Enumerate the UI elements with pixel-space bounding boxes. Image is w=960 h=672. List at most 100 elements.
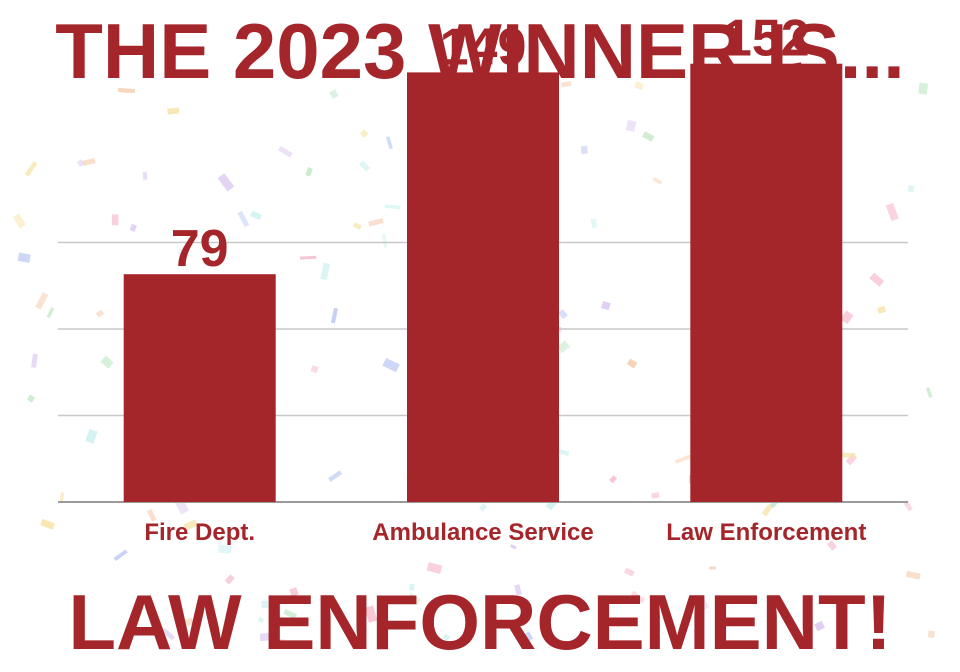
confetti-piece	[626, 358, 638, 369]
confetti-piece	[330, 307, 339, 324]
x-tick-label: Fire Dept.	[144, 519, 255, 546]
confetti-piece	[382, 357, 400, 373]
confetti-piece	[35, 292, 49, 310]
confetti-piece	[925, 387, 933, 399]
confetti-piece	[305, 167, 313, 177]
confetti-piece	[368, 218, 384, 227]
confetti-piece	[761, 504, 773, 517]
confetti-piece	[299, 255, 317, 260]
confetti-piece	[630, 590, 646, 604]
confetti-piece	[224, 574, 235, 585]
confetti-piece	[509, 544, 517, 550]
confetti-piece	[40, 518, 55, 530]
confetti-piece	[310, 365, 319, 374]
confetti-piece	[352, 222, 362, 230]
confetti-piece	[386, 136, 393, 150]
x-tick-label: Law Enforcement	[666, 519, 866, 546]
confetti-piece	[561, 81, 572, 88]
confetti-piece	[278, 145, 293, 158]
confetti-piece	[289, 587, 299, 597]
confetti-piece	[918, 82, 928, 95]
confetti-piece	[328, 470, 343, 482]
confetti-piece	[257, 616, 265, 624]
confetti-piece	[907, 185, 915, 193]
confetti-piece	[142, 171, 148, 180]
bar-fire-dept	[123, 274, 276, 502]
confetti-piece	[59, 492, 65, 502]
confetti-piece	[652, 177, 663, 185]
confetti-piece	[382, 233, 388, 248]
confetti-piece	[320, 262, 331, 281]
x-tick-label: Ambulance Service	[372, 519, 593, 546]
confetti-piece	[329, 89, 339, 99]
confetti-piece	[46, 307, 55, 319]
confetti-piece	[17, 252, 31, 264]
confetti-piece	[514, 584, 522, 596]
confetti-piece	[146, 508, 157, 522]
confetti-piece	[217, 544, 232, 554]
confetti-piece	[609, 475, 618, 484]
confetti-piece	[840, 310, 854, 325]
confetti-piece	[478, 503, 488, 512]
confetti-piece	[826, 540, 838, 551]
confetti-piece	[557, 309, 568, 320]
confetti-piece	[869, 272, 885, 287]
confetti-piece	[642, 131, 655, 142]
confetti-piece	[111, 214, 119, 226]
confetti-piece	[838, 452, 856, 458]
confetti-piece	[384, 204, 401, 210]
confetti-piece	[250, 210, 262, 221]
confetti-piece	[259, 633, 271, 642]
confetti-piece	[556, 340, 571, 354]
confetti-piece	[651, 492, 660, 499]
confetti-piece	[24, 161, 38, 177]
confetti-piece	[634, 81, 644, 91]
bar-law-enforcement	[690, 63, 843, 502]
confetti-piece	[85, 428, 98, 444]
confetti-piece	[407, 592, 421, 606]
confetti-piece	[283, 608, 297, 620]
confetti-piece	[358, 160, 371, 172]
confetti-piece	[695, 599, 710, 613]
confetti-piece	[129, 223, 137, 232]
bar-ambulance-service	[407, 72, 559, 503]
confetti-piece	[516, 631, 534, 646]
confetti-piece	[360, 129, 369, 138]
confetti-piece	[178, 617, 194, 629]
confetti-piece	[674, 454, 692, 464]
confetti-piece	[709, 566, 716, 570]
confetti-piece	[905, 570, 921, 580]
confetti-piece	[183, 519, 198, 531]
confetti-piece	[542, 602, 556, 614]
confetti-piece	[12, 213, 26, 229]
confetti-piece	[590, 218, 598, 229]
confetti-piece	[426, 562, 443, 574]
confetti-piece	[177, 248, 183, 256]
confetti-piece	[580, 145, 588, 154]
confetti-piece	[26, 394, 36, 403]
confetti-piece	[556, 448, 570, 456]
confetti-piece	[927, 630, 935, 639]
confetti-piece	[217, 173, 235, 192]
confetti-piece	[118, 87, 136, 94]
confetti-piece	[885, 202, 899, 222]
confetti-piece	[113, 549, 128, 562]
confetti-piece	[95, 309, 105, 318]
confetti-piece	[161, 628, 175, 641]
confetti-piece	[261, 600, 269, 609]
confetti-piece	[601, 301, 611, 311]
confetti-piece	[76, 159, 85, 168]
data-label: 152	[723, 10, 810, 68]
confetti-piece	[237, 210, 250, 228]
confetti-piece	[279, 639, 286, 644]
confetti-piece	[814, 620, 825, 632]
confetti-piece	[167, 107, 180, 115]
confetti-piece	[409, 583, 415, 591]
confetti-piece	[442, 633, 451, 641]
confetti-piece	[31, 353, 38, 368]
confetti-piece	[623, 567, 635, 577]
data-label: 149	[440, 18, 527, 76]
winner-announcement: LAW ENFORCEMENT!	[68, 578, 892, 666]
